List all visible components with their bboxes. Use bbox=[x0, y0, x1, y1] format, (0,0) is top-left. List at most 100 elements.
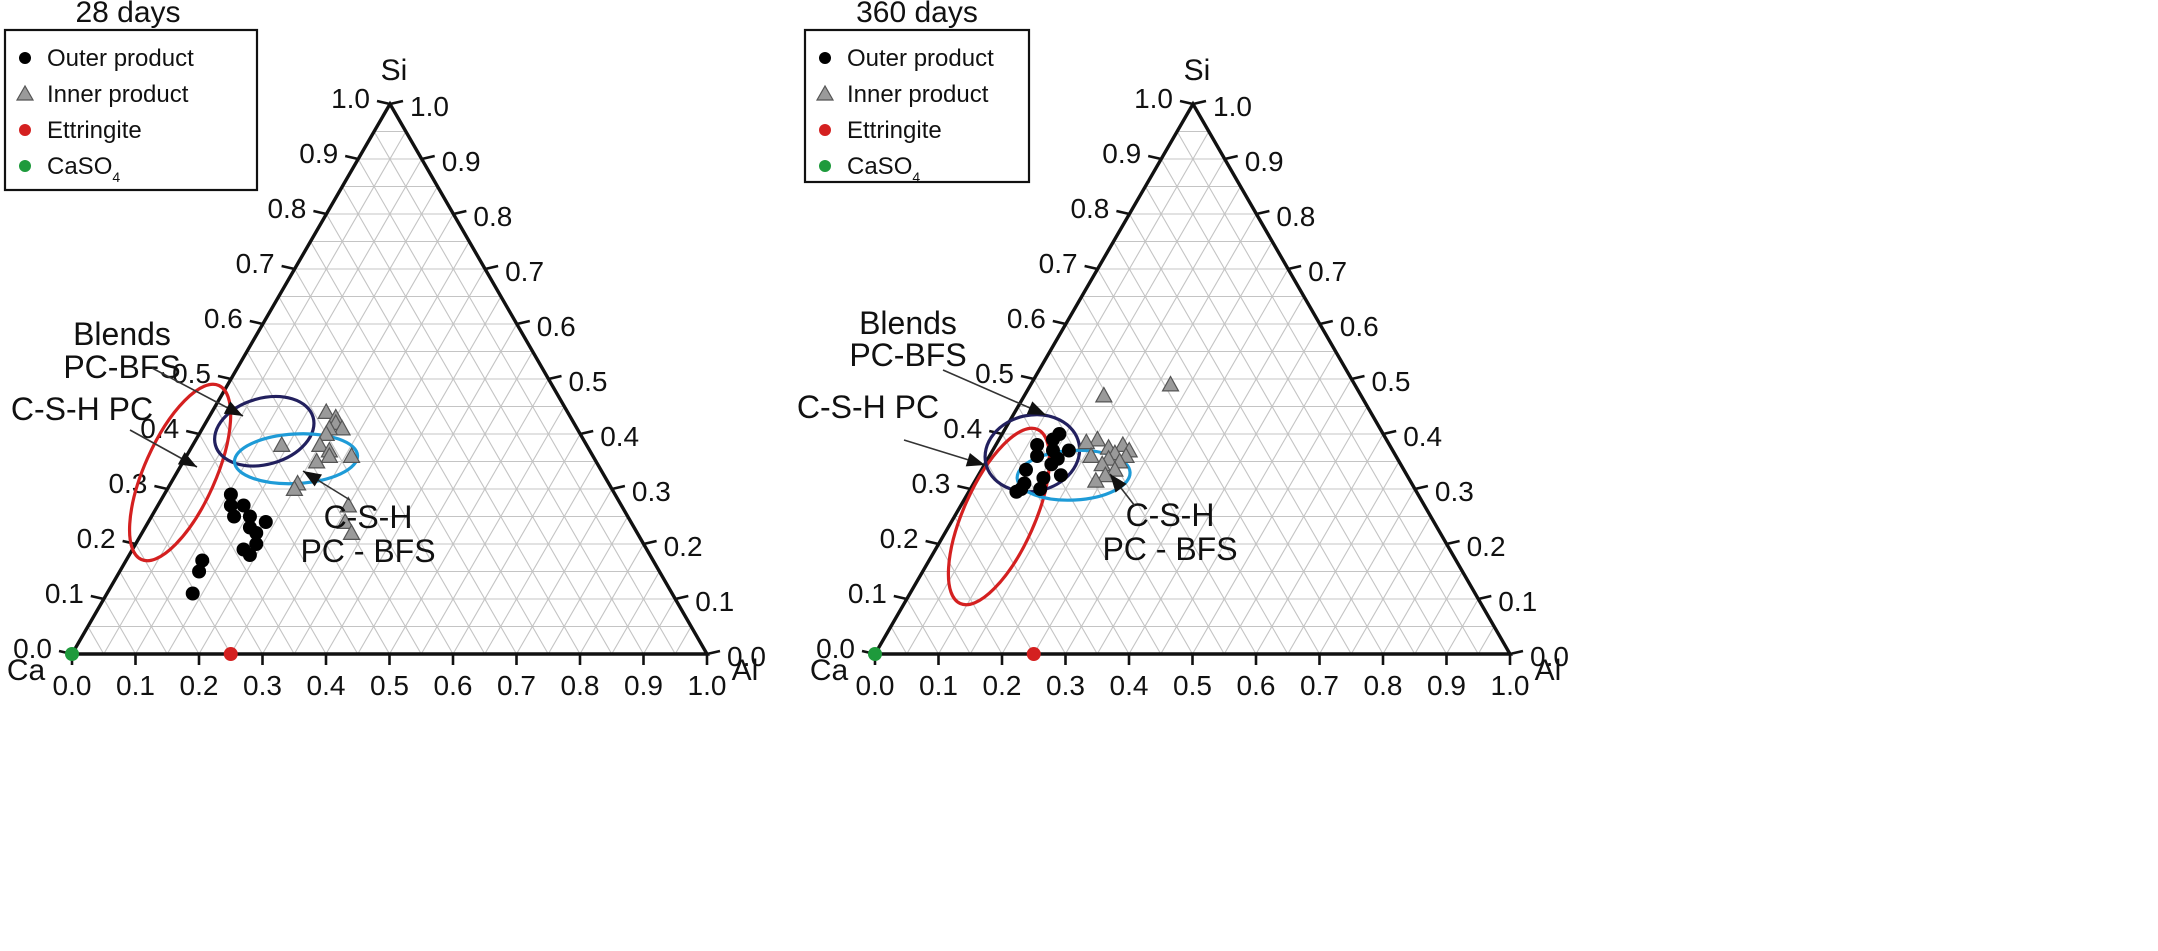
left-tick bbox=[376, 99, 391, 106]
left-tick-label: 0.9 bbox=[1102, 138, 1141, 169]
series-outer-product bbox=[185, 487, 273, 601]
annotation-arrow-head bbox=[1110, 474, 1127, 493]
data-point-triangle bbox=[339, 496, 358, 513]
left-tick-label: 0.4 bbox=[943, 413, 982, 444]
right-tick-label: 0.1 bbox=[1498, 586, 1537, 617]
region-ellipse-0 bbox=[127, 382, 233, 563]
annotation-blends: Blends bbox=[859, 305, 957, 341]
grid-line bbox=[214, 406, 359, 655]
vertex-label-al: Al bbox=[732, 654, 759, 687]
right-tick bbox=[1446, 539, 1460, 546]
grid-line bbox=[1382, 543, 1448, 655]
legend-label-caso4-subscript: 4 bbox=[112, 169, 120, 185]
legend-label-caso4-subscript: 4 bbox=[912, 169, 920, 185]
right-tick-label: 0.1 bbox=[695, 586, 734, 617]
data-point-triangle bbox=[1082, 446, 1101, 463]
left-tick bbox=[1020, 374, 1035, 381]
data-point-circle bbox=[249, 537, 264, 551]
bottom-tick-label: 0.8 bbox=[1364, 670, 1403, 701]
bottom-tick-label: 0.4 bbox=[1110, 670, 1149, 701]
bottom-tick-label: 0.6 bbox=[434, 670, 473, 701]
right-tick bbox=[1414, 484, 1429, 491]
bottom-tick-label: 0.2 bbox=[983, 670, 1022, 701]
data-point-circle bbox=[1036, 471, 1051, 485]
grid-line bbox=[1287, 461, 1400, 655]
legend-marker-outer bbox=[819, 52, 831, 64]
data-point-circle bbox=[242, 548, 257, 562]
grid-line bbox=[922, 571, 971, 655]
grid-line bbox=[166, 488, 263, 655]
data-point-circle bbox=[258, 515, 273, 529]
legend-marker-caso4 bbox=[819, 160, 831, 172]
data-point-triangle bbox=[1096, 466, 1115, 483]
right-tick-label: 0.6 bbox=[537, 311, 576, 342]
bottom-tick-label: 0.1 bbox=[116, 670, 155, 701]
right-tick bbox=[675, 594, 689, 601]
right-tick-label: 1.0 bbox=[410, 91, 449, 122]
grid-line bbox=[1446, 598, 1479, 655]
left-tick bbox=[249, 319, 264, 326]
chart-title: 360 days bbox=[856, 0, 978, 29]
annotation-arrow-head bbox=[177, 452, 197, 467]
region-ellipse-0 bbox=[946, 426, 1052, 607]
grid-line bbox=[1081, 296, 1289, 655]
data-point-triangle bbox=[272, 435, 291, 452]
legend-label-outer: Outer product bbox=[847, 45, 994, 72]
data-point-triangle bbox=[307, 452, 326, 469]
data-point-circle bbox=[192, 564, 207, 579]
right-tick bbox=[1287, 264, 1302, 271]
annotation-pc-bfs-2: PC - BFS bbox=[300, 533, 435, 569]
right-tick bbox=[1192, 99, 1207, 106]
bottom-tick-label: 0.0 bbox=[53, 670, 92, 701]
data-point-triangle bbox=[285, 479, 304, 496]
right-tick-label: 0.2 bbox=[664, 531, 703, 562]
left-tick bbox=[344, 154, 359, 161]
data-point-triangle bbox=[1105, 460, 1124, 477]
grid-line bbox=[1160, 351, 1337, 655]
legend: Outer product Inner product Ettringite CaSO… bbox=[803, 28, 1031, 185]
annotation-pc-bfs-2: PC - BFS bbox=[1102, 531, 1237, 567]
legend-marker-outer bbox=[19, 52, 31, 64]
legend-marker-ettringite bbox=[819, 124, 831, 136]
data-point-circle bbox=[1030, 449, 1045, 463]
grid-line bbox=[278, 296, 486, 655]
grid-line bbox=[246, 351, 422, 655]
right-tick bbox=[1319, 319, 1334, 326]
left-tick-label: 1.0 bbox=[1134, 83, 1173, 114]
data-point-triangle bbox=[1077, 433, 1096, 450]
right-tick-label: 0.6 bbox=[1340, 311, 1379, 342]
bottom-tick-label: 0.3 bbox=[243, 670, 282, 701]
right-tick bbox=[453, 209, 467, 216]
data-point-circle bbox=[1026, 647, 1041, 661]
right-tick bbox=[643, 539, 657, 546]
series-inner-product bbox=[272, 402, 361, 541]
series-inner-product bbox=[1077, 375, 1180, 488]
vertex-label-ca: Ca bbox=[810, 654, 849, 687]
right-tick bbox=[1478, 594, 1492, 601]
right-tick-label: 0.3 bbox=[1435, 476, 1474, 507]
bottom-tick-label: 0.2 bbox=[180, 670, 219, 701]
data-point-triangle bbox=[1088, 430, 1107, 447]
left-tick bbox=[957, 484, 971, 491]
data-point-triangle bbox=[320, 446, 339, 463]
vertex-label-si: Si bbox=[1184, 54, 1211, 87]
data-point-circle bbox=[185, 586, 200, 601]
data-point-triangle bbox=[1093, 455, 1112, 472]
left-tick-label: 0.1 bbox=[848, 578, 887, 609]
right-tick-label: 0.9 bbox=[442, 146, 481, 177]
ternary-ticks bbox=[58, 99, 721, 665]
left-tick bbox=[893, 594, 908, 601]
annotation-csh: C-S-H bbox=[324, 499, 413, 535]
data-point-circle bbox=[1033, 482, 1048, 496]
bottom-tick-label: 0.5 bbox=[1173, 670, 1212, 701]
bottom-tick-label: 0.0 bbox=[856, 670, 895, 701]
data-point-circle bbox=[65, 647, 79, 661]
left-tick bbox=[1052, 319, 1067, 326]
data-point-triangle bbox=[1094, 386, 1113, 403]
series-ettringite bbox=[223, 647, 238, 661]
grid-line bbox=[103, 598, 136, 655]
grid-line bbox=[516, 488, 613, 655]
